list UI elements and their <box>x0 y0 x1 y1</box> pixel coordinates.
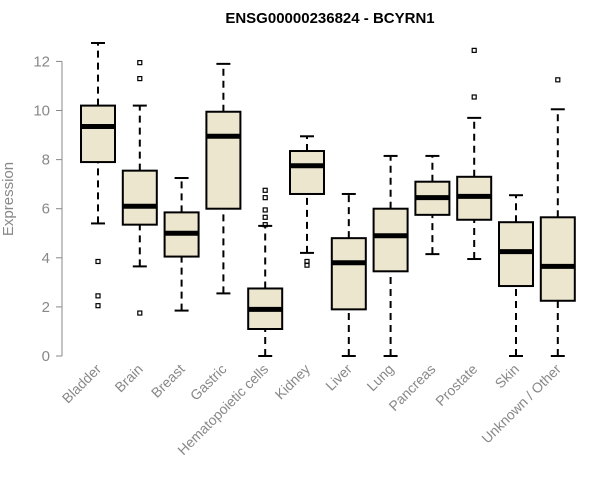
iqr-box <box>121 169 158 226</box>
box-brain <box>121 60 158 316</box>
outlier-point <box>262 195 268 201</box>
box-bladder <box>80 42 116 309</box>
outlier-point <box>262 187 268 193</box>
box-kidney <box>289 135 325 268</box>
outlier-point <box>555 77 561 83</box>
outlier-point <box>262 222 268 228</box>
outlier-point <box>95 258 101 265</box>
iqr-box <box>330 237 367 311</box>
box-hematopoietic-cells <box>247 187 284 357</box>
iqr-box <box>539 216 576 302</box>
x-tick-label: Skin <box>492 361 523 392</box>
outlier-point <box>95 303 101 309</box>
box-unknown-other <box>539 77 576 357</box>
x-tick-label: Kidney <box>272 361 314 403</box>
box-gastric <box>205 62 242 295</box>
x-tick-label: Brain <box>111 361 145 395</box>
chart-title: ENSG00000236824 - BCYRN1 <box>225 10 434 27</box>
boxes-group <box>80 42 576 357</box>
x-tick-label: Breast <box>148 361 188 401</box>
outlier-point <box>262 207 268 213</box>
y-tick-label: 12 <box>33 53 50 70</box>
iqr-box <box>372 207 409 273</box>
outlier-point <box>262 214 268 220</box>
y-tick-label: 8 <box>42 152 50 169</box>
outlier-point <box>471 47 477 53</box>
y-tick-label: 10 <box>33 103 50 120</box>
x-tick-label: Lung <box>363 361 396 394</box>
outlier-point <box>137 75 143 82</box>
iqr-box <box>80 104 116 164</box>
box-skin <box>498 194 534 357</box>
y-axis: 0 2 4 6 8 10 12 <box>33 53 63 365</box>
box-breast <box>163 177 200 312</box>
outlier-point <box>304 262 310 268</box>
outlier-point <box>471 94 477 100</box>
iqr-box <box>205 110 242 210</box>
y-tick-label: 0 <box>42 348 50 365</box>
x-tick-label: Prostate <box>432 361 480 409</box>
outlier-point <box>95 293 101 299</box>
box-liver <box>330 192 367 357</box>
iqr-box <box>289 150 325 195</box>
box-prostate <box>456 47 493 261</box>
x-tick-label: Unknown / Other <box>478 361 564 447</box>
box-lung <box>372 154 409 357</box>
x-tick-label: Liver <box>322 361 355 394</box>
y-tick-label: 2 <box>42 299 50 316</box>
y-tick-label: 4 <box>42 250 50 267</box>
box-pancreas <box>414 154 451 256</box>
y-tick-label: 6 <box>42 201 50 218</box>
outlier-point <box>137 310 143 316</box>
x-tick-label: Bladder <box>59 361 105 407</box>
outlier-point <box>137 60 143 66</box>
y-axis-label: Expression <box>0 162 17 236</box>
